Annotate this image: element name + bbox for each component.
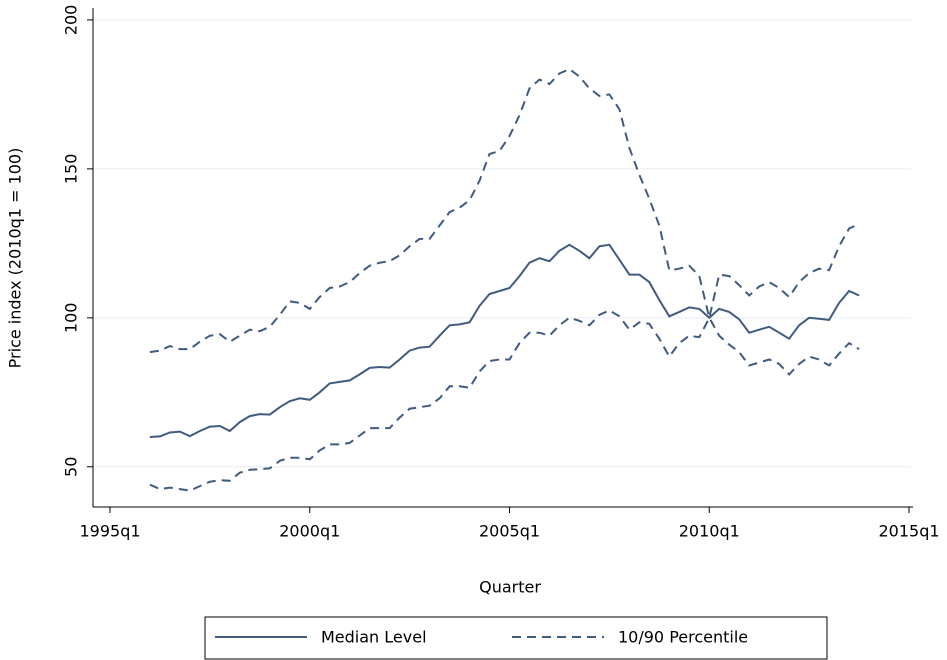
- x-tick-label: 1995q1: [79, 522, 140, 541]
- data-line: [149, 243, 860, 438]
- data-line: [149, 309, 860, 492]
- x-tick-label: 2000q1: [279, 522, 340, 541]
- y-tick-label: 100: [62, 303, 81, 334]
- x-tick-label: 2005q1: [479, 522, 540, 541]
- legend-label: 10/90 Percentile: [618, 628, 748, 647]
- x-axis-title: Quarter: [479, 578, 541, 597]
- data-line: [149, 67, 860, 354]
- legend-label: Median Level: [321, 628, 427, 647]
- y-tick-label: 150: [62, 154, 81, 185]
- y-axis-title: Price index (2010q1 = 100): [6, 148, 25, 369]
- x-tick-label: 2015q1: [878, 522, 939, 541]
- x-tick-label: 2010q1: [679, 522, 740, 541]
- y-tick-label: 200: [62, 5, 81, 36]
- y-tick-label: 50: [62, 457, 81, 477]
